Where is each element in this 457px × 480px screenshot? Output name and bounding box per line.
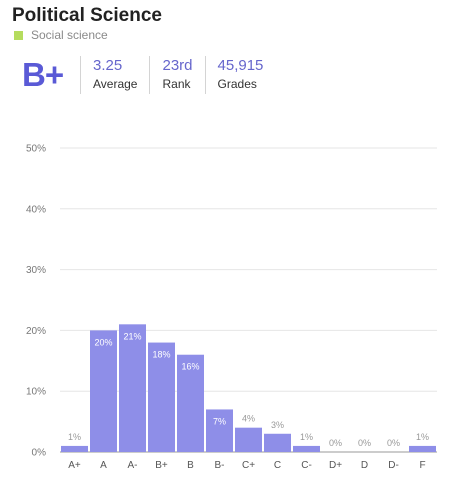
- data-label: 0%: [387, 438, 400, 448]
- data-label: 7%: [213, 416, 226, 426]
- y-tick-label: 50%: [26, 144, 46, 155]
- bar-F: [409, 445, 436, 452]
- stat-grades-value: 45,915: [217, 57, 264, 74]
- data-label: 20%: [94, 337, 112, 347]
- data-label: 0%: [329, 438, 342, 448]
- x-tick-label: B: [187, 460, 194, 471]
- stat-rank: 23rd Rank: [149, 56, 204, 94]
- x-tick-label: B-: [215, 460, 225, 471]
- data-label: 16%: [181, 362, 199, 372]
- page-title: Political Science: [12, 5, 162, 26]
- x-tick-label: A-: [128, 460, 138, 471]
- stat-average: 3.25 Average: [80, 56, 149, 94]
- data-label: 18%: [152, 350, 170, 360]
- data-label: 0%: [358, 438, 371, 448]
- x-tick-label: D+: [329, 460, 342, 471]
- y-tick-label: 0%: [32, 448, 47, 459]
- bar-B+: [148, 342, 175, 452]
- data-label: 1%: [416, 432, 429, 442]
- y-tick-label: 20%: [26, 326, 46, 337]
- x-tick-label: F: [419, 460, 425, 471]
- bar-B-: [206, 409, 233, 452]
- bar-A-: [119, 324, 146, 452]
- data-label: 1%: [68, 432, 81, 442]
- stat-grades: 45,915 Grades: [204, 56, 276, 94]
- data-label: 4%: [242, 414, 255, 424]
- bar-A+: [61, 445, 88, 452]
- data-label: 3%: [271, 420, 284, 430]
- x-tick-label: C+: [242, 460, 255, 471]
- x-tick-label: A: [100, 460, 107, 471]
- grade-distribution-chart: 0% 10% 20% 30% 40% 50% 1% A+ 20% A 21% A- 18% B+ 16% B 7…: [26, 144, 437, 471]
- bar-B: [177, 354, 204, 452]
- y-tick-label: 40%: [26, 204, 46, 215]
- stat-rank-label: Rank: [162, 77, 191, 91]
- y-tick-label: 10%: [26, 387, 46, 398]
- bar-C: [264, 433, 291, 452]
- category-tag: Social science: [14, 28, 108, 42]
- stat-average-label: Average: [93, 77, 138, 91]
- stat-grades-label: Grades: [217, 77, 257, 91]
- x-tick-label: C-: [301, 460, 312, 471]
- bar-A: [90, 330, 117, 452]
- data-label: 21%: [123, 331, 141, 341]
- bar-C+: [235, 427, 262, 452]
- x-tick-label: C: [274, 460, 281, 471]
- x-tick-label: D-: [388, 460, 399, 471]
- stat-average-value: 3.25: [93, 57, 123, 74]
- x-tick-label: A+: [68, 460, 81, 471]
- average-grade: B+: [22, 56, 64, 93]
- stats-row: 3.25 Average 23rd Rank 45,915 Grades: [80, 56, 275, 94]
- category-label: Social science: [31, 28, 108, 42]
- bar-C-: [293, 445, 320, 452]
- category-color-swatch: [14, 30, 23, 40]
- data-label: 1%: [300, 432, 313, 442]
- x-tick-label: B+: [155, 460, 168, 471]
- y-tick-label: 30%: [26, 265, 46, 276]
- stat-rank-value: 23rd: [162, 57, 193, 74]
- x-tick-label: D: [361, 460, 368, 471]
